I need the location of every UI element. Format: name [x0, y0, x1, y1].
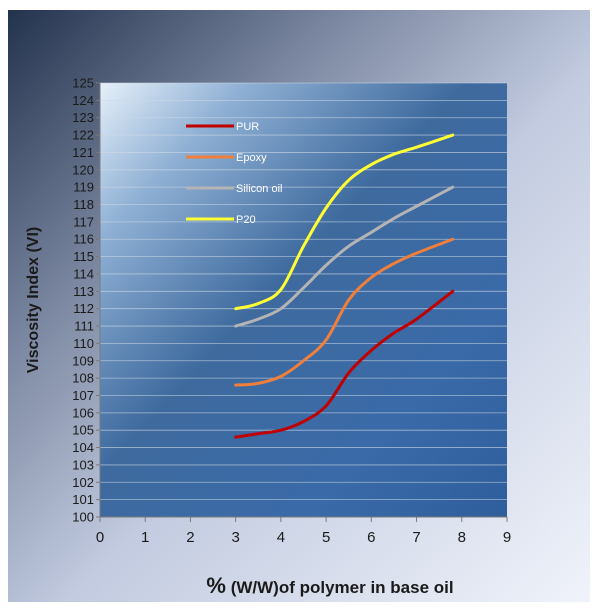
y-tick-label-107: 107	[72, 388, 94, 403]
x-tick-label-7: 7	[412, 529, 420, 546]
y-tick-label-104: 104	[72, 440, 94, 455]
x-axis-title: % (W/W)of polymer in base oil	[206, 573, 453, 598]
series-line-silicon-oil	[234, 185, 455, 328]
y-tick-label-117: 117	[73, 214, 94, 229]
y-tick-label-123: 123	[72, 110, 94, 125]
y-tick-label-118: 118	[73, 197, 94, 212]
legend-label-pur: PUR	[236, 121, 259, 133]
y-tick-label-106: 106	[72, 405, 94, 420]
legend-label-epoxy: Epoxy	[236, 152, 267, 164]
y-tick-label-116: 116	[73, 232, 94, 247]
y-tick-label-102: 102	[72, 475, 94, 490]
y-tick-label-115: 115	[73, 249, 94, 264]
y-tick-label-124: 124	[72, 93, 94, 108]
series-line-pur	[234, 289, 455, 439]
x-tick-label-0: 0	[96, 529, 104, 546]
y-tick-label-113: 113	[73, 284, 94, 299]
y-tick-label-101: 101	[72, 492, 94, 507]
y-tick-label-100: 100	[72, 510, 94, 525]
y-tick-label-119: 119	[73, 180, 94, 195]
y-tick-label-122: 122	[72, 128, 94, 143]
x-tick-label-3: 3	[231, 529, 239, 546]
series-lines	[234, 133, 455, 439]
axes: 1001011021031041051061071081091101111121…	[72, 76, 511, 547]
x-tick-label-2: 2	[186, 529, 194, 546]
x-tick-label-9: 9	[503, 529, 511, 546]
x-axis-title-prefix: %	[206, 573, 226, 598]
y-tick-label-103: 103	[72, 457, 94, 472]
series-line-p20	[234, 133, 455, 311]
y-tick-label-105: 105	[72, 423, 94, 438]
y-axis-title: Viscosity Index (VI)	[25, 227, 42, 373]
gridlines	[100, 82, 507, 518]
y-tick-label-125: 125	[72, 76, 94, 91]
legend-label-silicon-oil: Silicon oil	[236, 183, 282, 195]
y-tick-label-114: 114	[73, 266, 94, 281]
y-tick-label-109: 109	[72, 353, 94, 368]
x-tick-label-1: 1	[141, 529, 149, 546]
series-line-epoxy	[234, 237, 455, 387]
legend: PUR Epoxy Silicon oil P20	[186, 121, 282, 226]
y-tick-label-110: 110	[73, 336, 94, 351]
y-tick-label-108: 108	[72, 371, 94, 386]
y-tick-label-121: 121	[72, 145, 94, 160]
y-tick-label-112: 112	[73, 301, 94, 316]
x-tick-label-8: 8	[458, 529, 466, 546]
y-tick-label-111: 111	[74, 319, 94, 334]
x-tick-label-5: 5	[322, 529, 330, 546]
y-tick-label-120: 120	[72, 162, 94, 177]
x-tick-label-6: 6	[367, 529, 375, 546]
x-axis-title-text: (W/W)of polymer in base oil	[226, 578, 454, 597]
plot-area	[100, 83, 507, 517]
legend-label-p20: P20	[236, 214, 256, 226]
x-tick-label-4: 4	[277, 529, 285, 546]
